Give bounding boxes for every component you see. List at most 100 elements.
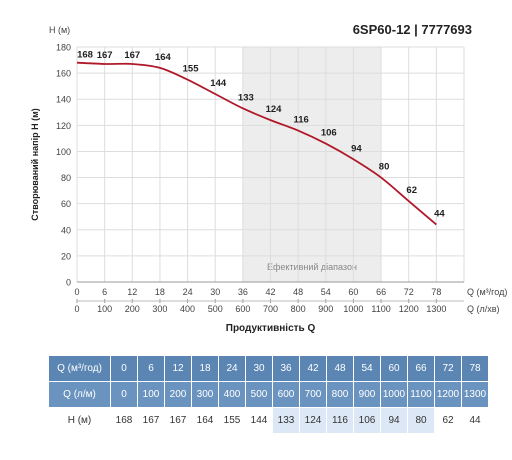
x-tick-label-m3h: 42 (265, 287, 275, 297)
data-label: 62 (406, 185, 417, 196)
table-row: H (м) 168 167 167 164 155 144 133 124 116 106 94 80 6… (48, 407, 489, 434)
data-label: 167 (124, 50, 140, 61)
table-row: Q (м³/год) 0 6 12 18 24 30 36 42 48 54 60 66 72 78 (48, 355, 489, 382)
y-tick-label: 0 (66, 278, 71, 288)
x-tick-label-m3h: 24 (183, 287, 193, 297)
data-label: 94 (351, 143, 362, 154)
table-cell: 168 (110, 407, 138, 434)
table-cell: 54 (353, 355, 381, 382)
table-cell: 94 (380, 407, 408, 434)
table-cell: 78 (461, 355, 489, 382)
table-cell: 24 (218, 355, 246, 382)
x-axis-title: Продуктивність Q (226, 323, 316, 334)
pump-curve-chart: Ефективний діапазон 02040608010012014016… (30, 25, 507, 334)
x-unit-label-top: Q (м³/год) (467, 287, 507, 297)
y-tick-label: 180 (56, 43, 71, 53)
efficient-range-label: Ефективний діапазон (267, 262, 357, 272)
table-cell: 1000 (380, 381, 408, 408)
data-label: 106 (321, 128, 337, 139)
x-unit-label-bottom: Q (л/хв) (467, 304, 500, 314)
y-unit-label: H (м) (49, 25, 70, 35)
x-tick-label-m3h: 54 (321, 287, 331, 297)
table-cell: 0 (110, 355, 138, 382)
y-tick-label: 20 (61, 251, 71, 261)
x-tick-label-lmin: 800 (291, 304, 306, 314)
table-cell: 155 (218, 407, 246, 434)
x-tick-label-lmin: 200 (125, 304, 140, 314)
table-cell: 66 (407, 355, 435, 382)
table-cell: 1200 (434, 381, 462, 408)
y-tick-label: 100 (56, 147, 71, 157)
x-tick-label-m3h: 30 (210, 287, 220, 297)
x-tick-label-lmin: 1000 (343, 304, 363, 314)
x-tick-label-m3h: 12 (127, 287, 137, 297)
table-cell: 400 (218, 381, 246, 408)
table-cell: 106 (353, 407, 381, 434)
x-tick-label-m3h: 0 (74, 287, 79, 297)
data-label: 167 (97, 50, 113, 61)
table-cell: 500 (245, 381, 273, 408)
performance-table: Q (м³/год) 0 6 12 18 24 30 36 42 48 54 60 66 72 78 Q (л… (48, 355, 489, 434)
table-cell: 44 (461, 407, 489, 434)
data-label: 155 (183, 64, 200, 75)
y-axis-title: Створюваний напір H (м) (30, 108, 40, 220)
data-label: 44 (434, 209, 445, 220)
x-tick-label-m3h: 36 (238, 287, 248, 297)
x-tick-label-m3h: 18 (155, 287, 165, 297)
y-tick-label: 120 (56, 121, 71, 131)
x-tick-label-lmin: 1200 (399, 304, 419, 314)
table-row-header: Q (м³/год) (48, 355, 111, 382)
x-tick-label-lmin: 300 (152, 304, 167, 314)
data-label: 144 (210, 78, 227, 89)
data-label: 124 (266, 104, 283, 115)
y-tick-label: 40 (61, 225, 71, 235)
table-cell: 167 (164, 407, 192, 434)
data-label: 133 (238, 92, 254, 103)
table-cell: 124 (299, 407, 327, 434)
table-cell: 36 (272, 355, 300, 382)
table-cell: 42 (299, 355, 327, 382)
table-cell: 18 (191, 355, 219, 382)
x-tick-label-m3h: 6 (102, 287, 107, 297)
table-cell: 1300 (461, 381, 489, 408)
table-cell: 900 (353, 381, 381, 408)
table-row-header: H (м) (48, 407, 111, 434)
y-tick-label: 140 (56, 95, 71, 105)
x-tick-label-m3h: 66 (376, 287, 386, 297)
table-cell: 60 (380, 355, 408, 382)
table-cell: 12 (164, 355, 192, 382)
table-cell: 144 (245, 407, 273, 434)
x-tick-label-lmin: 400 (180, 304, 195, 314)
y-tick-label: 160 (56, 69, 71, 79)
y-tick-label: 80 (61, 173, 71, 183)
head-curve-line (76, 61, 437, 226)
table-cell: 600 (272, 381, 300, 408)
table-cell: 1100 (407, 381, 435, 408)
x-tick-label-lmin: 0 (74, 304, 79, 314)
table-cell: 62 (434, 407, 462, 434)
x-tick-label-lmin: 1300 (426, 304, 446, 314)
table-cell: 100 (137, 381, 165, 408)
table-cell: 200 (164, 381, 192, 408)
x-tick-label-m3h: 72 (404, 287, 414, 297)
data-label: 168 (77, 50, 93, 61)
x-tick-label-m3h: 78 (431, 287, 441, 297)
x-tick-label-lmin: 600 (235, 304, 250, 314)
x-tick-label-lmin: 100 (97, 304, 112, 314)
table-cell: 800 (326, 381, 354, 408)
table-row: Q (л/м) 0 100 200 300 400 500 600 700 800 900 1000 1… (48, 381, 489, 408)
table-cell: 700 (299, 381, 327, 408)
y-tick-label: 60 (61, 199, 71, 209)
x-tick-label-m3h: 48 (293, 287, 303, 297)
data-label: 116 (293, 115, 308, 126)
table-cell: 116 (326, 407, 354, 434)
table-cell: 48 (326, 355, 354, 382)
data-label: 164 (155, 52, 172, 63)
x-tick-label-lmin: 500 (208, 304, 223, 314)
x-tick-label-m3h: 60 (348, 287, 358, 297)
chart-title: 6SP60-12 | 7777693 (352, 22, 472, 37)
x-tick-label-lmin: 700 (263, 304, 278, 314)
x-tick-label-lmin: 900 (318, 304, 333, 314)
efficient-range-band (242, 47, 382, 282)
table-cell: 167 (137, 407, 165, 434)
